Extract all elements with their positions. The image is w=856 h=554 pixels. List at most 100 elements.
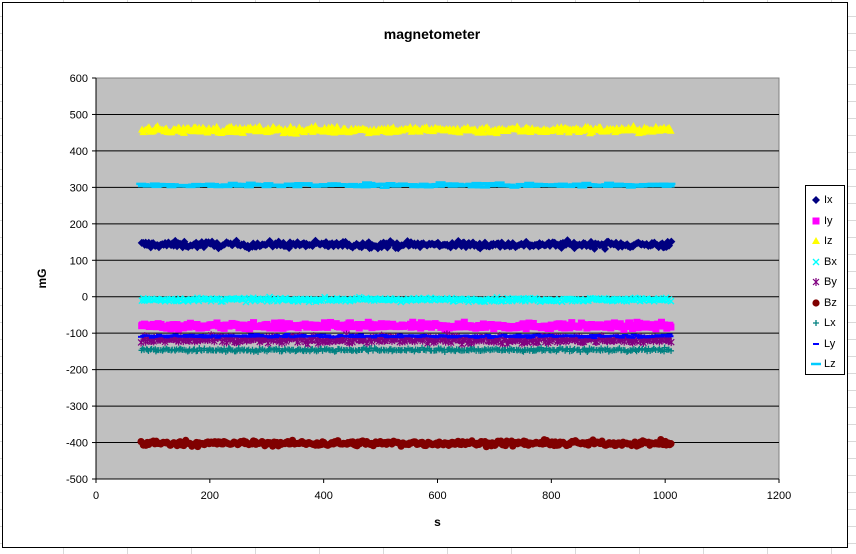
data-point-lx (235, 344, 242, 351)
data-point-lx (226, 346, 233, 353)
data-point-iy (667, 323, 675, 331)
data-point-iy (346, 319, 354, 327)
legend-label: Iy (824, 214, 833, 227)
data-point-iy (250, 319, 258, 327)
legend-marker-icon (810, 276, 822, 288)
x-tick-label: 600 (428, 490, 446, 502)
data-point-iy (277, 319, 285, 327)
legend-marker-svg (812, 258, 820, 266)
y-tick-label: 300 (70, 182, 88, 194)
y-tick-label: 500 (70, 109, 88, 121)
data-point-lx (244, 347, 251, 354)
data-point-lx (455, 346, 462, 353)
series-iy (138, 318, 675, 333)
legend-item-iy[interactable]: Iy (810, 211, 844, 232)
y-tick-label: -500 (66, 474, 88, 486)
legend-label: Lz (824, 358, 836, 371)
data-point-lx (668, 347, 675, 354)
axes: 6005004003002001000-100-200-300-400-5000… (66, 73, 791, 502)
legend-item-iz[interactable]: Iz (810, 231, 844, 252)
data-point-lx (139, 345, 146, 352)
data-point-bx (583, 296, 591, 304)
series-iz (138, 121, 675, 137)
data-point-bz (667, 440, 675, 448)
data-point-ix (253, 239, 262, 248)
data-point-lx (623, 348, 630, 355)
data-point-lx (218, 346, 225, 353)
legend-marker-icon (810, 297, 822, 309)
legend-marker-icon (810, 358, 822, 370)
legend-item-ix[interactable]: Ix (810, 190, 844, 211)
data-point-lx (605, 348, 612, 355)
y-tick-label: -100 (66, 328, 88, 340)
data-point-iz (492, 129, 501, 137)
legend-item-bz[interactable]: Bz (810, 293, 844, 314)
x-tick-label: 1000 (653, 490, 677, 502)
x-tick-label: 800 (542, 490, 560, 502)
series-ix (137, 236, 676, 253)
legend-item-lz[interactable]: Lz (810, 354, 844, 375)
legend-marker-svg (811, 363, 821, 366)
legend-marker-svg (813, 342, 819, 345)
legend-item-bx[interactable]: Bx (810, 252, 844, 273)
data-point-iz (144, 123, 153, 131)
legend-marker-icon (810, 256, 822, 268)
chart-area[interactable]: 600 500 400 300 200 100 0 -100 -200 -300 -400 -500 0… (2, 2, 848, 548)
legend-item-lx[interactable]: Lx (810, 313, 844, 334)
legend-marker-svg (812, 299, 820, 307)
data-point-ix (667, 237, 676, 246)
legend-label: Bx (824, 255, 837, 268)
legend-marker-svg (813, 320, 819, 327)
y-tick-label: 100 (70, 255, 88, 267)
legend-marker-ix (812, 196, 820, 205)
data-point-iy (634, 324, 642, 332)
legend-marker-lx (813, 320, 819, 327)
y-tick-label: -300 (66, 401, 88, 413)
x-tick-label: 200 (201, 490, 219, 502)
legend-label: Bz (824, 296, 837, 309)
legend-marker-svg (812, 237, 820, 245)
data-points (136, 121, 676, 451)
legend-label: Ix (824, 194, 833, 207)
chart-title: magnetometer (384, 26, 481, 42)
legend-marker-bz (812, 299, 820, 307)
plot-background (95, 77, 780, 480)
legend-marker-icon (810, 215, 822, 227)
x-tick-label: 0 (93, 490, 99, 502)
legend-marker-svg (812, 278, 820, 287)
legend-label: Lx (824, 317, 836, 330)
legend-marker-icon (810, 317, 822, 329)
y-tick-label: 400 (70, 146, 88, 158)
y-tick-label: 0 (82, 292, 88, 304)
legend-marker-icon (810, 235, 822, 247)
x-axis-title: s (434, 515, 441, 529)
legend-label: Ly (824, 337, 836, 350)
legend[interactable]: Ix Iy Iz Bx By Bz Lx Ly Lz (805, 185, 845, 375)
series-bx (138, 293, 675, 306)
data-point-iz (666, 126, 675, 134)
y-tick-label: 600 (70, 73, 88, 85)
y-tick-label: 200 (70, 219, 88, 231)
data-point-iy (460, 318, 468, 326)
legend-item-by[interactable]: By (810, 272, 844, 293)
legend-marker-iz (812, 237, 820, 245)
y-tick-label: -400 (66, 438, 88, 450)
data-point-lx (152, 348, 159, 355)
x-tick-label: 1200 (767, 490, 791, 502)
legend-marker-iy (812, 217, 820, 225)
legend-marker-icon (810, 338, 822, 350)
data-point-lx (278, 348, 285, 355)
legend-marker-svg (812, 217, 820, 225)
data-point-iy (167, 325, 175, 333)
data-point-bx (667, 297, 675, 305)
data-point-ix (507, 241, 516, 250)
data-point-iy (407, 323, 415, 331)
chart-svg: 6005004003002001000-100-200-300-400-5000… (35, 26, 791, 529)
data-point-by (667, 338, 675, 347)
legend-item-ly[interactable]: Ly (810, 334, 844, 355)
series-ly (137, 332, 674, 340)
data-point-bx (172, 297, 180, 305)
series-bz (137, 435, 675, 451)
y-tick-label: -200 (66, 365, 88, 377)
y-axis-title: mG (35, 268, 49, 288)
